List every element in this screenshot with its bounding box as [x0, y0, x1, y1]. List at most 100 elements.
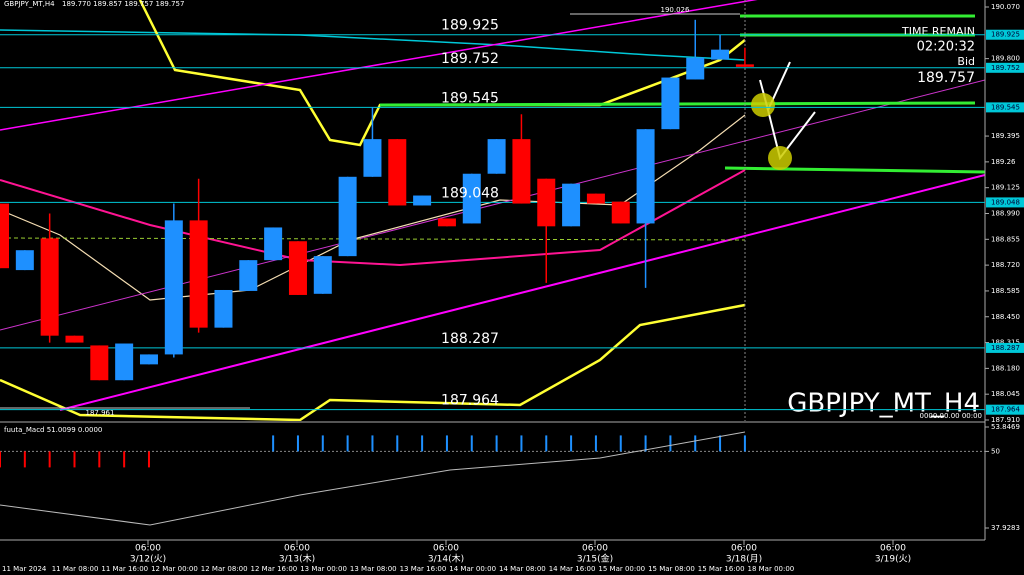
date-label: 15 Mar 08:00 [648, 565, 695, 573]
candle-body [363, 139, 382, 177]
macd-bar [644, 435, 647, 452]
bid-value: 189.757 [917, 70, 975, 86]
macd-bar [694, 435, 697, 452]
candle-body [586, 193, 605, 204]
time-label: 06:00 [433, 544, 459, 554]
date-label: 13 Mar 08:00 [350, 565, 397, 573]
date-label: 11 Mar 2024 [2, 565, 47, 573]
level-tag-label: 187.964 [991, 406, 1020, 414]
candle-body [487, 139, 506, 174]
macd-bar [421, 435, 424, 452]
macd-bar [495, 435, 498, 452]
slow-ma [0, 169, 746, 267]
macd-tick-label: 53.8469 [991, 423, 1020, 431]
candle-body [338, 176, 357, 257]
macd-bar [272, 435, 275, 452]
symbol-title: GBPJPY_MT,H4 [4, 0, 55, 8]
macd-bar [48, 451, 51, 468]
timestamp: 0000.00.00 00:00 [920, 412, 982, 420]
y-tick-label: 190.070 [991, 3, 1020, 11]
time-label: 06:00 [582, 544, 608, 554]
date-label: 11 Mar 16:00 [101, 565, 148, 573]
candle-body [189, 220, 208, 328]
date-label: 14 Mar 00:00 [449, 565, 496, 573]
macd-bar [321, 435, 324, 452]
time-remain: TIME REMAIN [901, 25, 975, 38]
macd-signal [0, 431, 746, 526]
level-tag-label: 189.545 [991, 103, 1020, 111]
date-label: 12 Mar 00:00 [151, 565, 198, 573]
day-label: 3/19(火) [875, 554, 911, 565]
overlays [0, 0, 985, 421]
candle-body [636, 129, 655, 224]
macd-bar [669, 435, 672, 452]
date-label: 14 Mar 08:00 [499, 565, 546, 573]
candle-body [65, 335, 84, 343]
macd-bar [570, 435, 573, 452]
pivot-line [0, 237, 746, 241]
y-tick-label: 188.180 [991, 364, 1020, 372]
date-label: 13 Mar 00:00 [300, 565, 347, 573]
y-tick-label: 187.910 [991, 416, 1020, 424]
candle-body [661, 77, 680, 130]
macd-tick-label: 37.9283 [991, 524, 1020, 532]
candle-body [711, 49, 730, 60]
macd-bar [470, 435, 473, 452]
day-label: 3/13(木) [279, 553, 315, 565]
y-tick-label: 188.315 [991, 339, 1020, 347]
level-label: 189.048 [441, 185, 499, 201]
plot [0, 19, 985, 411]
level-tag-label: 189.925 [991, 31, 1020, 39]
date-label: 18 Mar 00:00 [748, 565, 795, 573]
channel [59, 174, 985, 411]
upper-band [138, 0, 746, 147]
candle-body [40, 238, 59, 336]
y-tick-label: 188.990 [991, 210, 1020, 218]
lower-band [0, 303, 746, 421]
level-tag [986, 342, 1024, 353]
candle-body [413, 195, 432, 206]
day-label: 3/14(木) [428, 553, 464, 565]
date-label: 15 Mar 16:00 [698, 565, 745, 573]
macd-bar [98, 451, 101, 468]
y-tick-label: 188.450 [991, 313, 1020, 321]
date-label: 11 Mar 08:00 [52, 565, 99, 573]
high-marker-label: 190.026 [661, 6, 690, 14]
macd-bar [123, 451, 126, 468]
point-marker [751, 93, 775, 117]
channel [0, 79, 985, 331]
y-tick-label: 189.125 [991, 184, 1020, 192]
candle-body [313, 256, 332, 294]
macd-bar [594, 435, 597, 452]
candle-body [437, 218, 456, 227]
level-label: 189.925 [441, 18, 499, 34]
macd-bar [0, 451, 1, 468]
candle-body [0, 203, 9, 269]
day-label: 3/12(火) [130, 554, 166, 565]
ma-line [0, 29, 746, 61]
y-tick-label: 189.26 [991, 158, 1016, 166]
macd-bar [445, 435, 448, 452]
date-label: 12 Mar 08:00 [201, 565, 248, 573]
time-label: 06:00 [731, 544, 757, 554]
candle-body [214, 289, 233, 328]
date-label: 15 Mar 00:00 [598, 565, 645, 573]
candle-body [15, 250, 34, 271]
macd-bar [719, 435, 722, 452]
level-label: 187.964 [441, 393, 499, 409]
macd-tick-label: 50 [991, 447, 1000, 455]
point-marker [768, 146, 792, 170]
macd-bar [371, 435, 374, 452]
macd-bar [23, 451, 26, 468]
macd-bar [346, 435, 349, 452]
y-tick-label: 188.855 [991, 235, 1020, 243]
y-tick-label: 188.585 [991, 287, 1020, 295]
macd-title: fuuta_Macd 51.0099 0.0000 [4, 426, 102, 434]
countdown: 02:20:32 [917, 40, 975, 55]
level-tag [986, 102, 1024, 113]
macd-bar [545, 435, 548, 452]
level-tag-label: 189.048 [991, 198, 1020, 206]
level-tag [986, 62, 1024, 73]
level-tag-label: 189.752 [991, 64, 1020, 72]
